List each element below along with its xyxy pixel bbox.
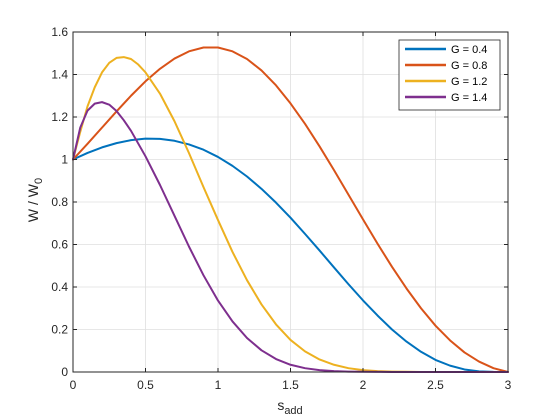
legend-label-g-1-4: G = 1.4	[451, 92, 487, 104]
y-tick-label: 1.2	[51, 110, 68, 124]
y-tick-label: 0.8	[51, 195, 68, 209]
axis-ticks: 0 0.5 1 1.5 2 2.5 3 0 0.2 0.4 0.6 0.8 1 1.2 1.4 1.6	[51, 25, 511, 392]
series-line-g-0-4	[72, 137, 509, 373]
x-axis-label: sadd	[277, 397, 302, 417]
x-tick-label: 1.5	[282, 378, 299, 392]
series-line-g-0-8	[72, 46, 509, 373]
x-tick-label: 2.5	[427, 378, 444, 392]
y-tick-label: 0.4	[51, 280, 68, 294]
legend: G = 0.4 G = 0.8 G = 1.2 G = 1.4	[398, 39, 501, 111]
x-tick-label: 0	[70, 378, 77, 392]
y-tick-label: 0	[61, 365, 68, 379]
x-tick-label: 3	[505, 378, 512, 392]
legend-label-g-0-4: G = 0.4	[451, 44, 487, 56]
y-tick-label: 1	[61, 153, 68, 167]
legend-label-g-0-8: G = 0.8	[451, 60, 487, 72]
legend-box	[398, 39, 501, 111]
y-tick-label: 0.6	[51, 238, 68, 252]
y-tick-label: 1.4	[51, 68, 68, 82]
x-tick-label: 0.5	[137, 378, 154, 392]
y-tick-label: 1.6	[51, 25, 68, 39]
legend-label-g-1-2: G = 1.2	[451, 76, 487, 88]
x-tick-label: 1	[215, 378, 222, 392]
y-axis-label: W / W0	[25, 178, 45, 222]
y-tick-label: 0.2	[51, 323, 68, 337]
x-tick-label: 2	[360, 378, 367, 392]
